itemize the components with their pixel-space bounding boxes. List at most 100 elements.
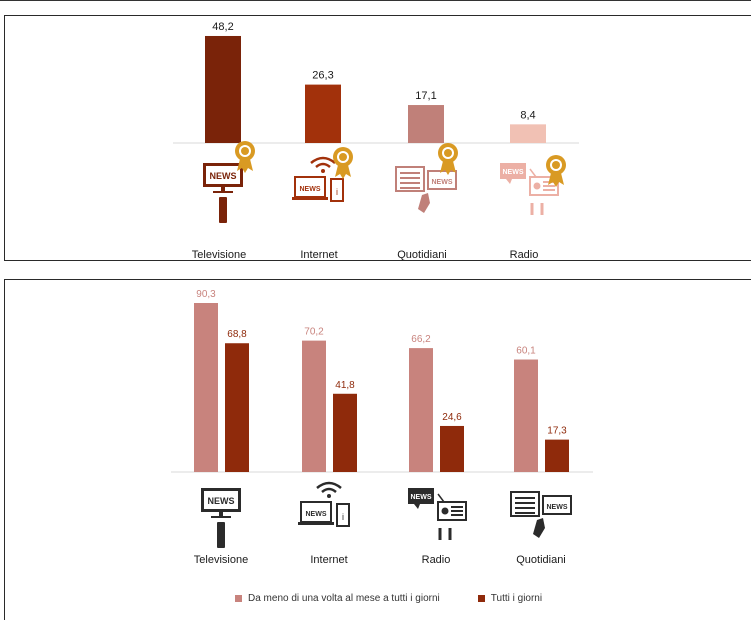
bar-televisione-monthly <box>194 303 218 472</box>
legend-label-daily: Tutti i giorni <box>490 593 543 604</box>
wifi-arc-inner <box>321 487 337 493</box>
newspaper <box>395 166 425 192</box>
tablet-news-text: NEWS <box>547 504 568 511</box>
newspaper-news-icon: NEWS <box>510 491 572 538</box>
radio-grille-line <box>451 510 463 512</box>
value-label: 60,1 <box>516 346 536 357</box>
phone <box>336 503 350 527</box>
earphones <box>438 528 452 540</box>
badge-ribbon-right <box>341 165 351 179</box>
badge-ribbon-right <box>243 159 253 173</box>
category-label: Televisione <box>192 249 246 260</box>
badge-center <box>444 149 452 157</box>
value-label: 90,3 <box>196 289 216 300</box>
hand-pointer <box>533 518 545 538</box>
category-label: Quotidiani <box>516 554 566 566</box>
remote-control <box>219 197 227 223</box>
value-label: 17,3 <box>547 426 567 437</box>
newspaper-line <box>515 507 535 509</box>
chart-panel-2: 90,3 68,8 Televisione NEWS 70,2 41,8 Internet N… <box>4 279 751 620</box>
bar-quotidiani-daily <box>545 439 569 472</box>
badge-ribbon-right <box>446 161 456 175</box>
value-label: 17,1 <box>415 90 436 102</box>
newspaper <box>510 491 540 517</box>
badge-center <box>339 153 347 161</box>
bubble-news-text: NEWS <box>503 169 524 176</box>
newspaper-line <box>400 182 420 184</box>
tv-stand <box>219 512 223 516</box>
bar-radio <box>510 124 546 143</box>
chart-1-svg: 48,2 Televisione NEWS 26,3 Internet NEWS i 17,1… <box>173 21 579 261</box>
value-label: 68,8 <box>227 329 247 340</box>
badge-ribbon-right <box>554 173 564 187</box>
legend-swatch-monthly <box>235 595 242 602</box>
tv-screen <box>204 491 238 509</box>
value-label: 70,2 <box>304 327 324 338</box>
category-label: Internet <box>310 554 347 566</box>
award-badge-icon <box>546 155 566 187</box>
radio-grille-line <box>543 185 555 187</box>
radio-body <box>437 501 467 521</box>
radio-knob <box>441 507 449 515</box>
tv-screen <box>206 166 240 184</box>
tv-news-text: NEWS <box>208 496 235 506</box>
newspaper-line <box>515 512 535 514</box>
laptop-base <box>292 197 328 200</box>
tv-news-icon: NEWS <box>203 163 243 223</box>
tablet <box>542 495 572 515</box>
wifi-arc-outer <box>310 156 336 164</box>
phone-info-glyph: i <box>336 187 338 197</box>
earphones <box>530 203 544 215</box>
value-label: 24,6 <box>442 412 462 423</box>
award-badge-icon <box>438 143 458 175</box>
newspaper-line <box>515 497 535 499</box>
newspaper-line <box>400 187 420 189</box>
bar-radio-monthly <box>409 348 433 472</box>
badge-center <box>241 147 249 155</box>
wifi-dot <box>321 169 325 173</box>
chart-2-svg: 90,3 68,8 Televisione NEWS 70,2 41,8 Internet N… <box>171 289 593 566</box>
radio-antenna <box>437 493 445 503</box>
wifi-arc-inner <box>315 162 331 168</box>
speech-bubble-tail <box>414 504 420 509</box>
bar-quotidiani-monthly <box>514 359 538 472</box>
tv-stand <box>221 187 225 191</box>
legend-swatch-daily <box>477 595 485 602</box>
radio-news-icon: NEWS <box>500 163 559 215</box>
newspaper-news-icon: NEWS <box>395 166 457 213</box>
tv-base <box>213 191 233 193</box>
value-label: 66,2 <box>411 334 431 345</box>
bar-quotidiani <box>408 105 444 143</box>
category-label: Quotidiani <box>397 249 447 260</box>
laptop-base <box>298 522 334 525</box>
chart-panel-1: 48,2 Televisione NEWS 26,3 Internet NEWS i 17,1… <box>4 15 751 261</box>
wifi-arc-outer <box>316 481 342 489</box>
internet-news-icon: NEWS i <box>298 481 350 527</box>
category-label: Radio <box>422 554 451 566</box>
speech-bubble <box>408 488 434 504</box>
award-badge-icon <box>333 147 353 179</box>
award-badge-icon <box>235 141 255 173</box>
bar-internet-daily <box>333 393 357 472</box>
hand-pointer <box>418 193 430 213</box>
phone <box>330 178 344 202</box>
value-label: 48,2 <box>212 21 233 33</box>
phone-info-glyph: i <box>342 512 344 522</box>
radio-grille-line <box>543 189 555 191</box>
top-divider <box>0 0 751 1</box>
category-label: Radio <box>510 249 539 260</box>
legend-item-monthly: Da meno di una volta al mese a tutti i g… <box>235 593 440 604</box>
tv-news-icon: NEWS <box>201 488 241 548</box>
radio-grille-line <box>451 514 463 516</box>
bar-televisione-daily <box>225 343 249 472</box>
radio-body <box>529 176 559 196</box>
radio-knob <box>533 182 541 190</box>
legend: Da meno di una volta al mese a tutti i g… <box>235 593 580 604</box>
badge-center <box>552 161 560 169</box>
newspaper-line <box>515 502 535 504</box>
remote-control <box>217 522 225 548</box>
bar-internet-monthly <box>302 340 326 472</box>
laptop-news-text: NEWS <box>300 186 321 193</box>
bar-internet <box>305 84 341 143</box>
value-label: 26,3 <box>312 70 333 82</box>
